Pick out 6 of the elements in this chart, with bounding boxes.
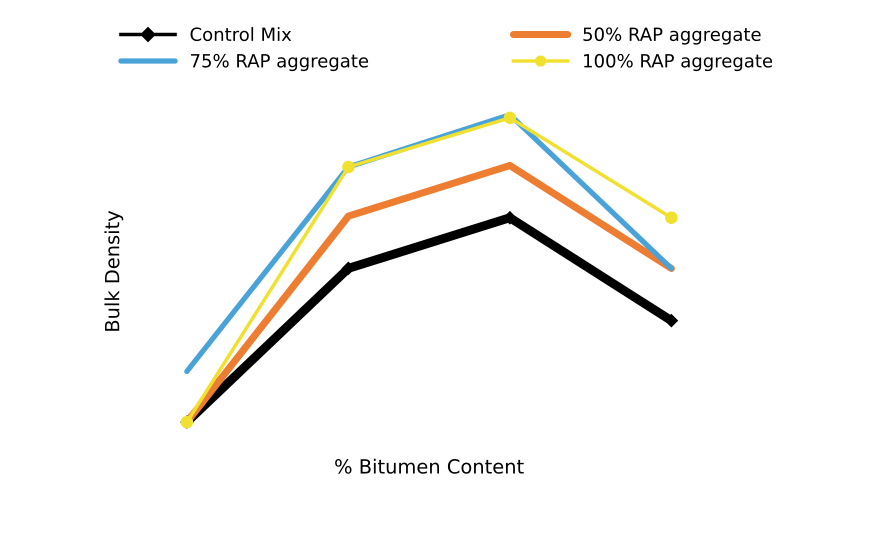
legend-label: 50% RAP aggregate	[583, 27, 761, 45]
legend-label: 75% RAP aggregate	[191, 54, 368, 72]
legend-label: 100% RAP aggregate	[584, 54, 772, 72]
x-axis-title: % Bitumen Content	[335, 458, 524, 474]
legend-label: Control Mix	[190, 27, 292, 42]
y-axis-title: Bulk Density	[104, 210, 124, 331]
